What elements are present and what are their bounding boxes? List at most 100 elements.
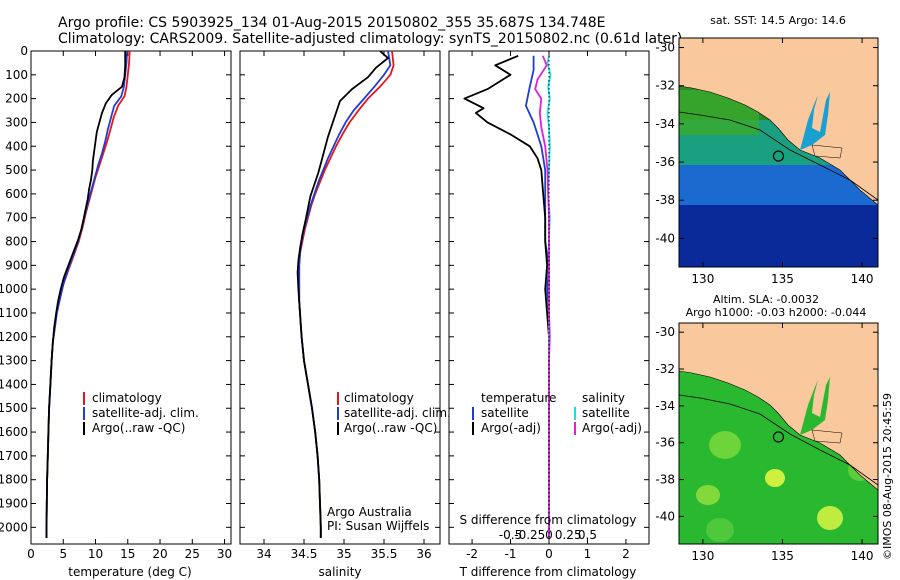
x-tick-label: 15 xyxy=(120,547,135,561)
x-tick-label: -1 xyxy=(505,547,517,561)
y-tick-label: 1200 xyxy=(0,330,28,344)
legend-label-climatology: climatology xyxy=(92,391,162,405)
x-tick-label: 5 xyxy=(59,547,67,561)
x-tick-label: 1 xyxy=(584,547,592,561)
sla-isobath xyxy=(679,394,878,486)
lat-tick-label: -38 xyxy=(655,473,675,487)
lat-tick-label: -30 xyxy=(655,325,675,339)
legend-title-temperature: temperature xyxy=(481,391,556,405)
x-tick-label: 36 xyxy=(416,547,431,561)
temperature-xlabel: temperature (deg C) xyxy=(68,565,191,579)
legend-label-climatology: climatology xyxy=(344,391,414,405)
sst-isobath xyxy=(679,111,878,201)
y-tick-label: 1100 xyxy=(0,306,28,320)
y-tick-label: 1000 xyxy=(0,282,28,296)
s-difference-label: S difference from climatology xyxy=(460,513,637,527)
y-tick-label: 2000 xyxy=(0,520,28,534)
legend-label-s-argo: Argo(-adj) xyxy=(582,421,642,435)
x-tick-label: 2 xyxy=(622,547,630,561)
figure-title-line2: Climatology: CARS2009. Satellite-adjuste… xyxy=(58,31,683,47)
sla-anomaly-6 xyxy=(706,518,734,542)
sla-gulf-water xyxy=(800,377,830,435)
x-tick-label: 20 xyxy=(152,547,167,561)
legend-label-argo: Argo(..raw -QC) xyxy=(344,421,437,435)
kangaroo-island xyxy=(811,144,843,159)
s-tick-label: 0.25 xyxy=(555,528,582,542)
argo-position-marker xyxy=(772,431,785,443)
series-line-argo-raw-qc- xyxy=(45,51,127,538)
sla-anomaly-1 xyxy=(709,431,741,459)
x-tick-label: 34.5 xyxy=(291,547,318,561)
lat-tick-label: -32 xyxy=(655,362,675,376)
lat-tick-label: -36 xyxy=(655,436,675,450)
y-tick-label: 1900 xyxy=(0,497,28,511)
x-tick-label: 35 xyxy=(336,547,351,561)
x-tick-label: 10 xyxy=(88,547,103,561)
y-tick-label: 700 xyxy=(5,211,28,225)
sla-map-subtitle: Argo h1000: -0.03 h2000: -0.044 xyxy=(686,306,867,319)
y-tick-label: 1500 xyxy=(0,401,28,415)
legend-label-s-satellite: satellite xyxy=(582,406,630,420)
y-tick-label: 400 xyxy=(5,139,28,153)
difference-legend: temperature satellite Argo(-adj) salinit… xyxy=(472,391,642,435)
sst-band-cold xyxy=(679,205,878,267)
s-tick-label: -0.5 xyxy=(499,528,522,542)
float-pi-annotation: PI: Susan Wijffels xyxy=(327,519,429,533)
x-tick-label: 0 xyxy=(545,547,553,561)
x-tick-label: 25 xyxy=(185,547,200,561)
lon-tick-label: 130 xyxy=(691,549,714,563)
float-owner-annotation: Argo Australia xyxy=(327,505,412,519)
y-tick-label: 800 xyxy=(5,235,28,249)
salinity-axes-frame xyxy=(239,50,441,545)
x-tick-label: 34 xyxy=(256,547,271,561)
salinity-panel: 34 34.5 35 35.5 36 salinity climatology sate… xyxy=(239,50,451,579)
y-tick-label: 0 xyxy=(20,44,28,58)
lon-tick-label: 135 xyxy=(771,272,794,286)
sst-gulf-water xyxy=(800,92,830,150)
difference-panel: -2 -1 0 1 2-0.5-0.25 0 0.250.5 S difference fr… xyxy=(448,50,650,579)
y-tick-label: 1700 xyxy=(0,449,28,463)
y-tick-label: 500 xyxy=(5,163,28,177)
lat-tick-label: -38 xyxy=(655,193,675,207)
x-tick-label: -2 xyxy=(466,547,478,561)
argo-position-marker xyxy=(772,150,785,162)
t-difference-xlabel: T difference from climatology xyxy=(459,565,637,579)
legend-label-t-argo: Argo(-adj) xyxy=(481,421,541,435)
y-tick-label: 100 xyxy=(5,68,28,82)
y-tick-label: 300 xyxy=(5,115,28,129)
legend-title-salinity: salinity xyxy=(582,391,625,405)
temperature-legend: climatology satellite-adj. clim. Argo(..… xyxy=(83,391,199,435)
sst-map-title: sat. SST: 14.5 Argo: 14.6 xyxy=(710,14,846,27)
sst-map-frame xyxy=(678,37,879,268)
lon-tick-label: 140 xyxy=(851,272,874,286)
y-tick-label: 600 xyxy=(5,187,28,201)
y-tick-label: 1400 xyxy=(0,377,28,391)
lat-tick-label: -40 xyxy=(655,509,675,523)
sla-anomaly-4 xyxy=(817,506,843,530)
sla-land xyxy=(679,323,878,491)
lon-tick-label: 130 xyxy=(691,272,714,286)
sla-anomaly-3 xyxy=(696,485,720,505)
lat-tick-label: -34 xyxy=(655,399,675,413)
sst-map: sat. SST: 14.5 Argo: 14.6 -30 -32 -34 -36 -3… xyxy=(655,14,879,286)
kangaroo-island xyxy=(811,429,843,444)
y-tick-label: 200 xyxy=(5,92,28,106)
sla-anomaly-2 xyxy=(765,469,785,487)
s-tick-label: -0.25 xyxy=(514,528,545,542)
y-tick-label: 1800 xyxy=(0,473,28,487)
series-line-argo-raw-qc- xyxy=(296,50,389,538)
salinity-xlabel: salinity xyxy=(318,565,361,579)
temperature-panel: 0100200300400500600700800900100011001200… xyxy=(0,44,232,579)
legend-label-argo: Argo(..raw -QC) xyxy=(92,421,185,435)
s-tick-label: 0.5 xyxy=(578,528,597,542)
lat-tick-label: -30 xyxy=(655,41,675,55)
y-tick-label: 1300 xyxy=(0,354,28,368)
figure-title-line1: Argo profile: CS 5903925_134 01-Aug-2015… xyxy=(58,15,606,31)
x-tick-label: 0 xyxy=(27,547,35,561)
temperature-axes-frame xyxy=(30,50,232,545)
x-tick-label: 30 xyxy=(217,547,232,561)
sla-map: Altim. SLA: -0.0032 Argo h1000: -0.03 h2… xyxy=(655,293,879,563)
lat-tick-label: -36 xyxy=(655,155,675,169)
sla-map-frame xyxy=(678,322,879,545)
lon-tick-label: 140 xyxy=(851,549,874,563)
